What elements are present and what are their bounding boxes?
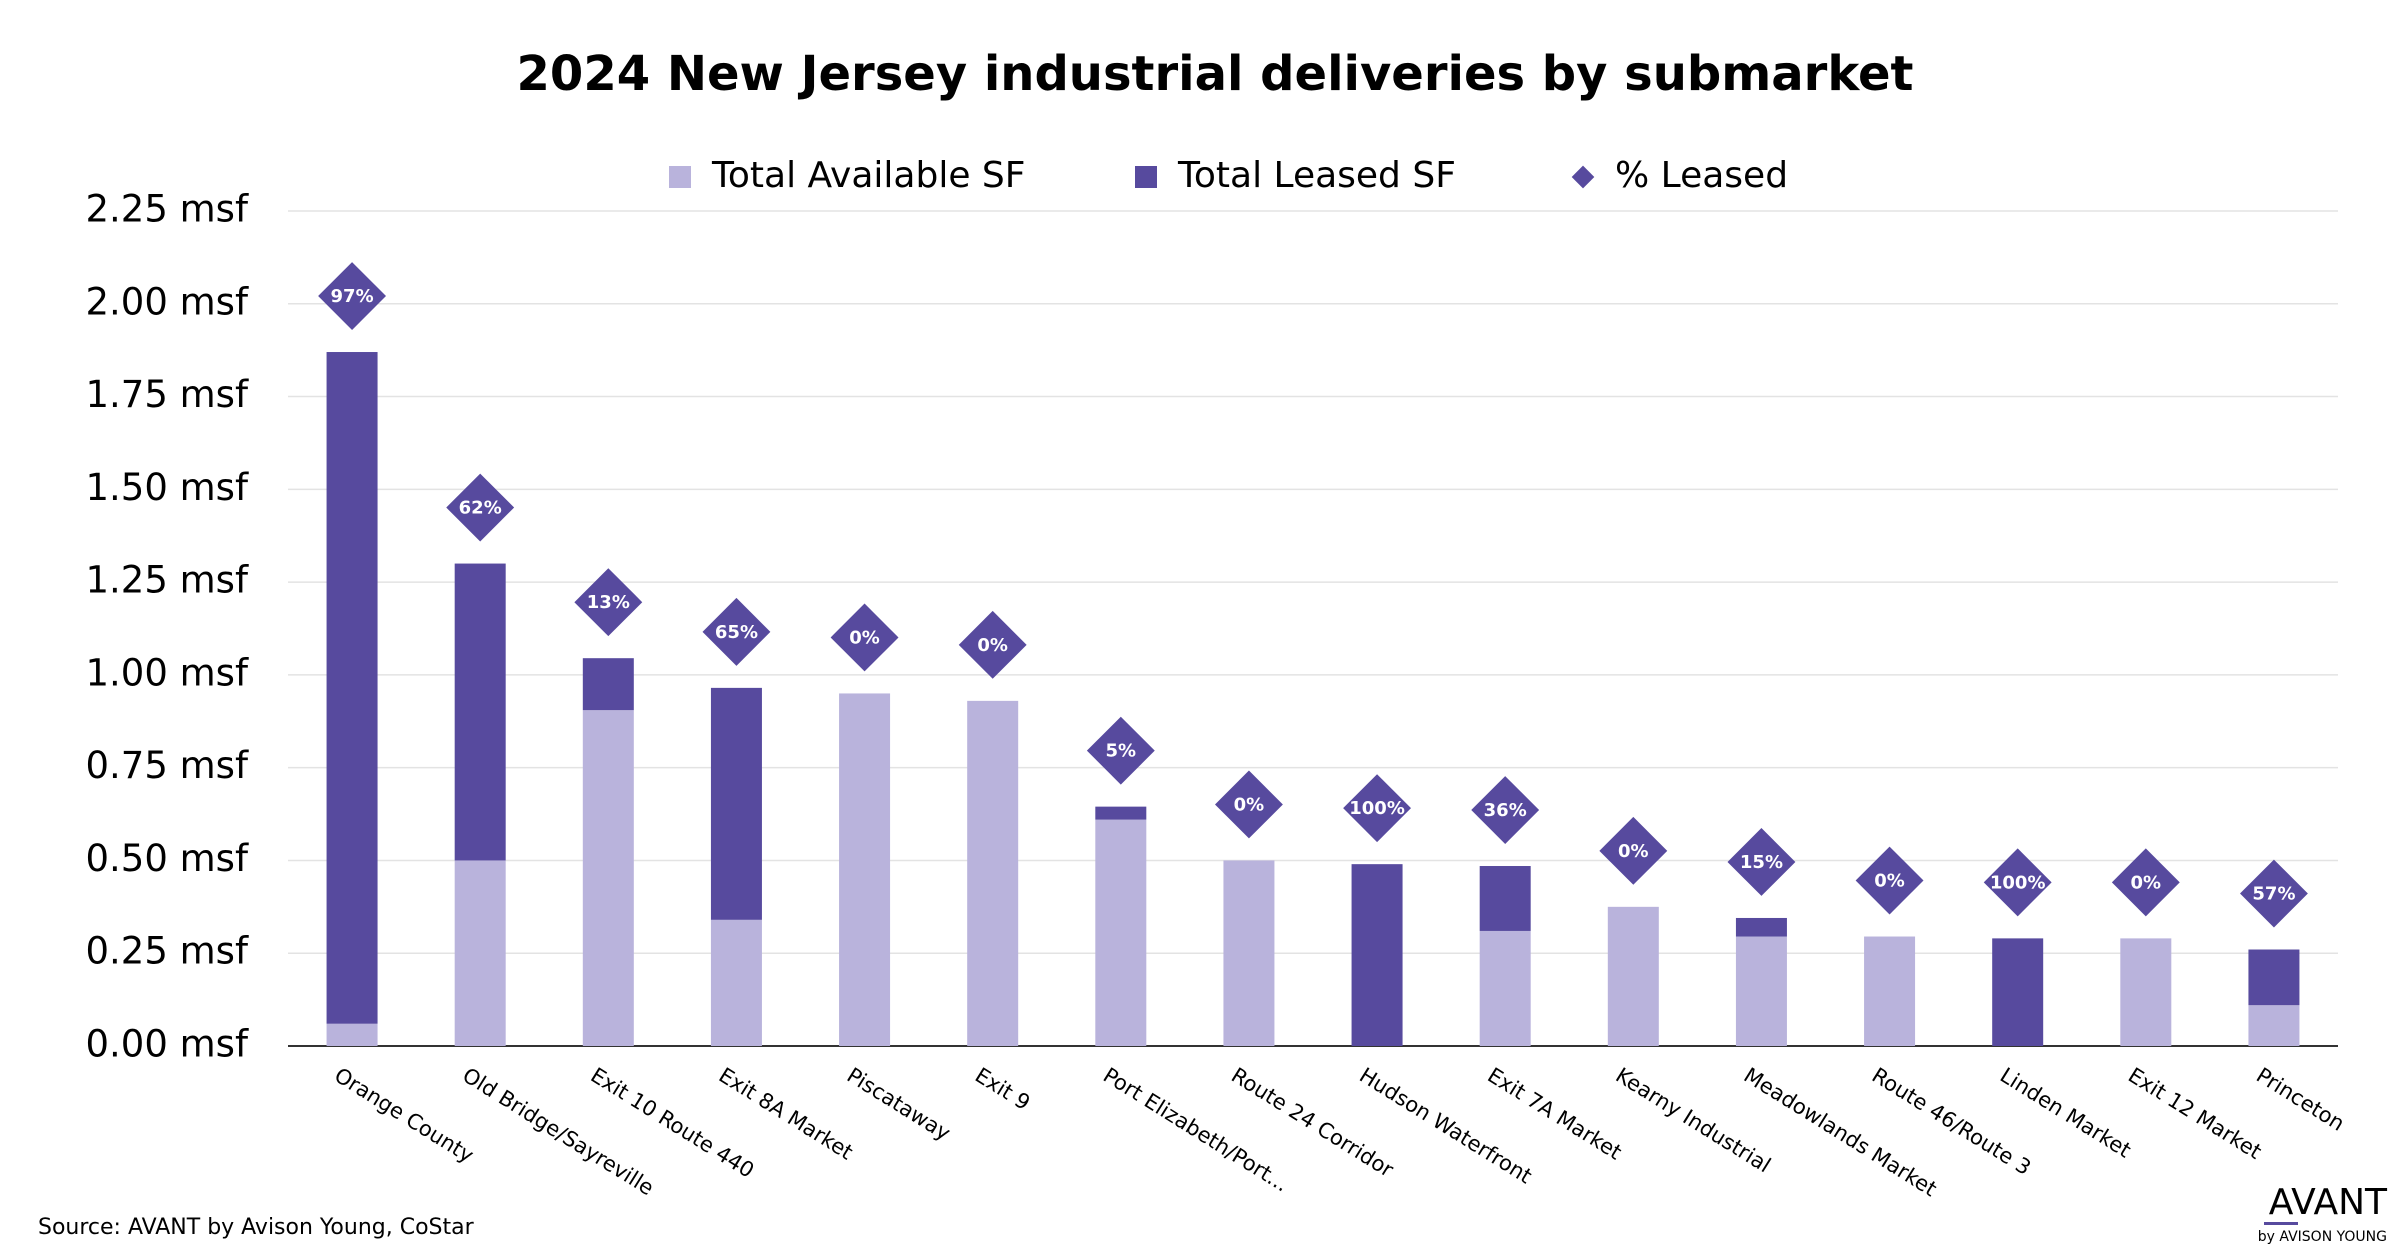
y-tick-label: 1.00 msf xyxy=(86,651,249,694)
percent-marker xyxy=(1727,828,1796,896)
data-label: 0% xyxy=(849,627,880,648)
y-tick-label: 1.75 msf xyxy=(86,373,249,416)
legend-label: Total Leased SF xyxy=(1177,155,1456,196)
bar-segment xyxy=(1351,864,1403,1046)
x-tick-label: Orange County xyxy=(330,1063,478,1168)
data-label: 100% xyxy=(1349,798,1405,819)
data-label: 65% xyxy=(715,622,758,643)
y-tick-label: 1.50 msf xyxy=(86,466,249,509)
bar-segment xyxy=(1479,866,1531,931)
bar-segment xyxy=(1095,806,1147,820)
bar-segment xyxy=(454,860,506,1046)
bar-segment xyxy=(710,919,762,1046)
bar-segment xyxy=(326,1023,378,1046)
y-tick-label: 0.75 msf xyxy=(86,744,249,787)
data-label: 0% xyxy=(1874,871,1905,892)
y-tick-label: 0.50 msf xyxy=(86,837,249,880)
percent-marker xyxy=(1471,776,1540,844)
x-tick-label: Princeton xyxy=(2252,1063,2349,1136)
data-label: 62% xyxy=(459,498,502,519)
percent-marker xyxy=(830,603,899,672)
data-label: 0% xyxy=(2131,872,2162,893)
bar-segment xyxy=(1223,860,1275,1046)
data-label: 97% xyxy=(331,286,374,307)
percent-marker xyxy=(318,262,387,330)
percent-marker xyxy=(1086,716,1155,785)
bar-segment xyxy=(2120,938,2172,1046)
percent-marker xyxy=(1343,774,1412,843)
percent-marker xyxy=(1599,816,1668,885)
legend-label: Total Available SF xyxy=(711,155,1025,196)
bar-segment xyxy=(1479,930,1531,1046)
bar-segment xyxy=(2248,949,2300,1006)
data-label: 0% xyxy=(977,635,1008,656)
data-label: 0% xyxy=(1618,841,1649,862)
percent-marker xyxy=(1214,770,1283,839)
percent-marker xyxy=(574,568,643,637)
bar-segment xyxy=(582,658,634,711)
data-label: 13% xyxy=(587,592,630,613)
bar-segment xyxy=(326,352,378,1024)
percent-marker xyxy=(1983,848,2052,917)
bar-segment xyxy=(1607,906,1659,1046)
logo-underline xyxy=(2264,1222,2298,1225)
source-note: Source: AVANT by Avison Young, CoStar xyxy=(38,1215,475,1240)
percent-marker xyxy=(446,473,515,542)
percent-marker xyxy=(958,610,1027,679)
legend-marker xyxy=(1135,166,1157,188)
bar-segment xyxy=(967,700,1019,1046)
y-tick-label: 1.25 msf xyxy=(86,559,249,602)
x-tick-label: Exit 12 Market xyxy=(2124,1063,2266,1164)
data-label: 57% xyxy=(2252,884,2295,905)
x-tick-label: Piscataway xyxy=(843,1063,955,1145)
x-tick-label: Exit 9 xyxy=(971,1063,1034,1115)
data-label: 100% xyxy=(1990,872,2046,893)
y-tick-label: 2.25 msf xyxy=(86,188,249,231)
chart-title: 2024 New Jersey industrial deliveries by… xyxy=(517,46,1914,102)
logo-sub: by AVISON YOUNG xyxy=(2258,1229,2387,1245)
percent-marker xyxy=(702,597,771,666)
bar-segment xyxy=(2248,1005,2300,1046)
data-label: 0% xyxy=(1234,794,1265,815)
y-tick-label: 2.00 msf xyxy=(86,280,249,323)
bar-segment xyxy=(582,710,634,1046)
data-label: 5% xyxy=(1106,741,1137,762)
y-tick-label: 0.25 msf xyxy=(86,930,249,973)
bar-segment xyxy=(1735,917,1787,937)
data-label: 15% xyxy=(1740,852,1783,873)
legend-label: % Leased xyxy=(1615,155,1788,196)
y-tick-label: 0.00 msf xyxy=(86,1023,249,1066)
legend-marker xyxy=(669,166,691,188)
bar-segment xyxy=(1735,936,1787,1046)
bar-segment xyxy=(710,687,762,920)
legend-marker xyxy=(1571,165,1595,189)
bar-segment xyxy=(1864,936,1916,1046)
bar-segment xyxy=(1992,938,2044,1046)
bar-segment xyxy=(1095,819,1147,1046)
bar-segment xyxy=(839,693,891,1046)
logo-name: AVANT xyxy=(2269,1182,2388,1223)
percent-marker xyxy=(2239,859,2308,928)
data-label: 36% xyxy=(1484,800,1527,821)
percent-marker xyxy=(1855,846,1924,915)
percent-marker xyxy=(2111,848,2180,917)
bar-segment xyxy=(454,563,506,861)
